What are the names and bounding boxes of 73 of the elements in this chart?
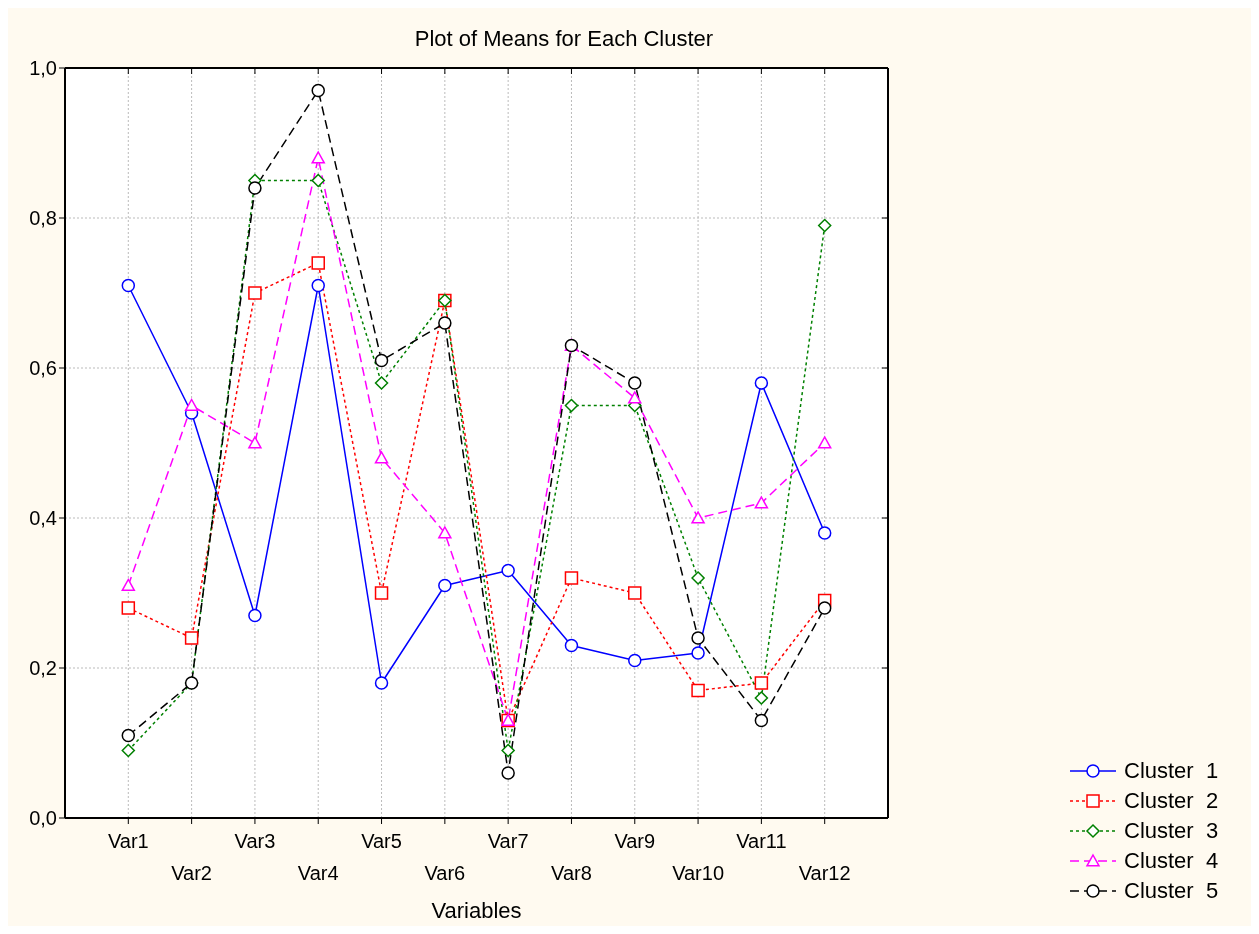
point	[501, 766, 515, 780]
point	[121, 601, 136, 615]
point	[248, 608, 262, 623]
point	[691, 631, 705, 645]
x-tick-label: Var6	[424, 862, 466, 884]
x-tick-label: Var2	[171, 862, 212, 884]
legend-label: Cluster 4	[1124, 847, 1219, 875]
point	[817, 601, 832, 615]
point	[438, 526, 452, 539]
point	[311, 83, 325, 98]
point	[374, 676, 389, 690]
point	[691, 683, 705, 698]
point	[628, 586, 642, 600]
point	[121, 278, 136, 293]
x-tick-label: Var9	[614, 830, 656, 852]
y-tick-label: 1,0	[29, 57, 57, 80]
point	[184, 398, 199, 412]
point	[438, 316, 452, 330]
point	[754, 691, 769, 705]
point	[438, 578, 452, 593]
y-tick-label: 0,4	[29, 507, 57, 530]
x-tick-label: Var10	[672, 862, 725, 884]
y-tick-label: 0,0	[29, 807, 57, 830]
point	[628, 376, 642, 390]
y-tick-label: 0,6	[29, 357, 57, 380]
point	[374, 451, 389, 464]
point	[311, 151, 325, 164]
point	[817, 436, 832, 449]
legend-label: Cluster 1	[1124, 757, 1219, 785]
point	[121, 743, 136, 758]
point	[121, 728, 136, 743]
point	[754, 496, 769, 509]
y-tick-label: 0,8	[29, 207, 57, 230]
legend-label: Cluster 3	[1124, 817, 1219, 845]
point	[311, 173, 325, 188]
point	[628, 653, 642, 668]
point	[248, 181, 262, 195]
point	[374, 376, 389, 390]
point	[564, 571, 579, 585]
point	[374, 586, 389, 600]
point	[754, 713, 769, 728]
point	[817, 526, 832, 540]
point	[311, 256, 325, 270]
point	[501, 563, 515, 578]
point	[754, 376, 769, 390]
point	[374, 353, 389, 368]
legend-label: Cluster 5	[1124, 877, 1219, 905]
point	[691, 646, 705, 660]
point	[628, 391, 642, 404]
x-tick-label: Var5	[361, 830, 402, 852]
x-tick-label: Var8	[551, 862, 592, 884]
point	[754, 676, 769, 690]
chart-title: Plot of Means for Each Cluster	[413, 26, 715, 52]
point	[691, 511, 705, 524]
legend-label: Cluster 2	[1124, 787, 1219, 815]
point	[501, 743, 515, 758]
point	[121, 578, 136, 592]
point	[564, 638, 579, 653]
x-tick-label: Var3	[234, 830, 276, 852]
point	[248, 286, 262, 300]
point	[564, 398, 579, 413]
point	[817, 218, 832, 233]
x-tick-label: Var11	[736, 830, 787, 852]
point	[311, 278, 325, 293]
x-tick-label: Var1	[107, 830, 149, 852]
y-tick-label: 0,2	[29, 657, 57, 680]
x-tick-label: Var12	[798, 862, 851, 884]
point	[248, 436, 262, 449]
point	[691, 571, 705, 585]
x-tick-label: Var7	[487, 830, 529, 852]
x-tick-label: Var4	[297, 862, 339, 884]
point	[184, 631, 199, 645]
x-axis-title: Variables	[431, 898, 522, 923]
